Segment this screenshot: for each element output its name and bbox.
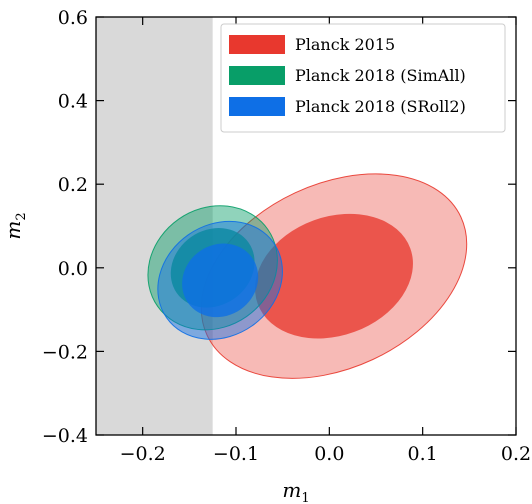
y-axis-label: m2 <box>1 212 29 239</box>
y-axis-label-subscript: 2 <box>14 212 29 220</box>
y-tick-label: 0.0 <box>58 258 88 280</box>
x-tick-label: −0.2 <box>120 443 166 465</box>
legend-box <box>220 23 506 133</box>
legend: Planck 2015 Planck 2018 (SimAll) Planck … <box>220 23 506 133</box>
y-tick-label: −0.2 <box>42 341 88 363</box>
plot-area <box>96 17 468 435</box>
legend-label-planck2015: Planck 2015 <box>295 35 395 54</box>
y-tick-label: −0.4 <box>42 425 88 447</box>
x-axis-label-subscript: 1 <box>301 491 309 504</box>
x-axis-label-main: m <box>282 478 301 502</box>
y-tick-label: 0.4 <box>58 91 88 113</box>
legend-swatch-planck2018-simall <box>229 66 285 85</box>
legend-swatch-planck2015 <box>229 35 285 54</box>
legend-swatch-planck2018-sroll2 <box>229 97 285 116</box>
x-tick-label: −0.1 <box>213 443 259 465</box>
x-axis-label: m1 <box>282 478 309 504</box>
x-tick-label: 0.0 <box>314 443 344 465</box>
excluded-region <box>96 17 213 435</box>
planck-2015-contour-68 <box>255 213 413 339</box>
y-axis-label-main: m <box>1 221 25 240</box>
series-planck-2015 <box>200 173 468 379</box>
x-tick-label: 0.1 <box>408 443 438 465</box>
x-tick-label: 0.2 <box>501 443 531 465</box>
y-tick-label: 0.6 <box>58 7 88 29</box>
series-planck-2018-sroll2 <box>157 220 283 340</box>
legend-label-planck2018-sroll2: Planck 2018 (SRoll2) <box>295 97 466 116</box>
planck-2018-sroll2-contour-68 <box>182 243 259 318</box>
axis-tick-labels: −0.2 −0.1 0.0 0.1 0.2 −0.4 −0.2 0.0 0.2 0.4 0.6 <box>42 7 531 465</box>
plot-frame <box>95 16 517 436</box>
y-tick-label: 0.2 <box>58 174 88 196</box>
legend-label-planck2018-simall: Planck 2018 (SimAll) <box>295 66 466 85</box>
